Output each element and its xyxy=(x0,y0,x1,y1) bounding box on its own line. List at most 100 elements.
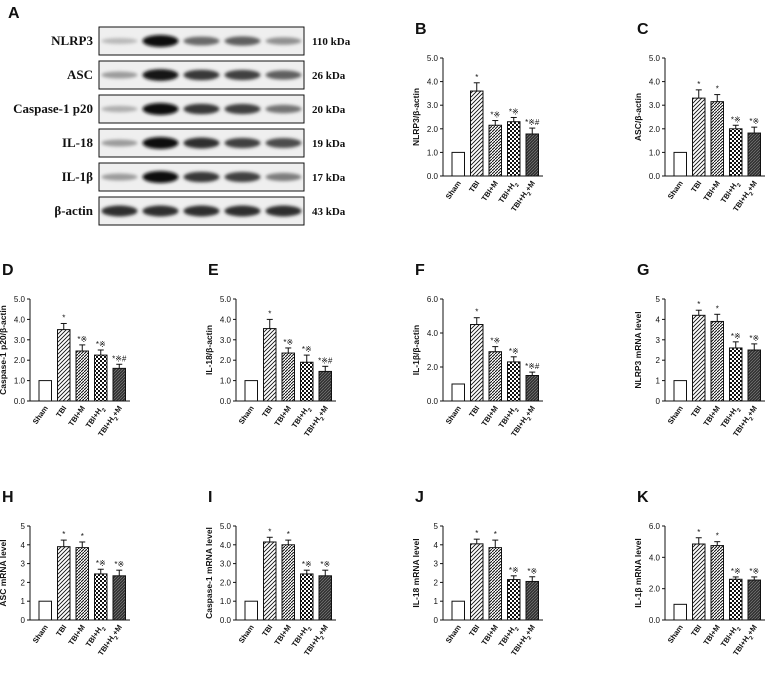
chart-panel-f: F0.02.04.06.0IL-1β/β-actinSham*TBI*※TBI+… xyxy=(411,262,543,438)
panel-label-i: I xyxy=(208,489,212,506)
bar xyxy=(57,329,71,402)
panel-label-k: K xyxy=(637,489,649,506)
blot-band xyxy=(142,103,179,115)
blot-band xyxy=(224,137,261,149)
panel-label-b: B xyxy=(415,21,427,38)
category-label: Sham xyxy=(31,623,50,645)
bar xyxy=(38,600,52,621)
y-axis-label: IL-18/β-actin xyxy=(204,325,214,375)
y-tick-label: 3 xyxy=(656,336,661,345)
significance-mark: * xyxy=(268,527,271,536)
bar xyxy=(38,380,52,402)
bar xyxy=(451,600,465,621)
y-tick-label: 2.0 xyxy=(649,125,661,134)
panel-label-g: G xyxy=(637,262,649,279)
y-tick-label: 5 xyxy=(434,522,439,531)
y-tick-label: 3.0 xyxy=(427,101,439,110)
y-tick-label: 5 xyxy=(656,295,661,304)
y-tick-label: 2.0 xyxy=(220,356,232,365)
significance-mark: *※# xyxy=(525,118,540,127)
category-label: Sham xyxy=(237,404,256,426)
y-tick-label: 5.0 xyxy=(649,54,661,63)
y-tick-label: 1.0 xyxy=(220,597,232,606)
panel-label-e: E xyxy=(208,262,219,279)
bar xyxy=(673,151,687,177)
y-tick-label: 2 xyxy=(656,356,661,365)
blot-band xyxy=(142,35,179,47)
panel-label-f: F xyxy=(415,262,425,279)
bar xyxy=(300,361,314,402)
bar xyxy=(75,350,89,402)
bar xyxy=(507,121,521,177)
y-tick-label: 4.0 xyxy=(649,553,661,562)
blot-band xyxy=(142,69,179,81)
bar xyxy=(488,124,502,177)
western-blot-panel: A NLRP3 110 kDa ASC 26 kDa Caspase-1 p20 20 kD… xyxy=(8,5,351,226)
blot-band xyxy=(101,173,138,181)
chart-panel-k: K0.02.04.06.0IL-1β mRNA levelSham*TBI*TB… xyxy=(633,489,765,657)
significance-mark: *※ xyxy=(731,567,741,576)
blot-band xyxy=(265,172,302,182)
bar-charts: B 0.0 1.0 2.0 3.0 4.0 5.0 NLRP3/β-actin Sham * TBI… xyxy=(0,21,765,657)
bar xyxy=(75,547,89,621)
category-label: TBI xyxy=(689,623,703,638)
y-axis-label: Caspase-1 p20/β-actin xyxy=(0,305,8,395)
y-tick-label: 2.0 xyxy=(14,356,26,365)
category-label: Sham xyxy=(237,623,256,645)
significance-mark: * xyxy=(62,313,65,322)
y-tick-label: 0.0 xyxy=(220,616,232,625)
significance-mark: *※ xyxy=(302,345,312,354)
significance-mark: * xyxy=(475,73,478,82)
y-tick-label: 3.0 xyxy=(220,560,232,569)
bar xyxy=(451,383,465,402)
significance-mark: * xyxy=(268,309,271,318)
blot-row: NLRP3 110 kDa xyxy=(51,26,351,56)
y-tick-label: 4 xyxy=(434,541,439,550)
significance-mark: *※ xyxy=(114,560,124,569)
blot-band xyxy=(183,36,220,46)
significance-mark: *※ xyxy=(749,117,759,126)
chart-panel-c: C0.01.02.03.04.05.0ASC/β-actinSham*TBI*T… xyxy=(633,21,765,213)
bar xyxy=(729,578,743,621)
y-tick-label: 0 xyxy=(21,616,26,625)
blot-row: IL-1β 17 kDa xyxy=(62,162,346,192)
category-label: Sham xyxy=(666,179,685,201)
blot-band xyxy=(142,137,179,149)
y-tick-label: 1 xyxy=(656,377,661,386)
bar xyxy=(318,575,332,621)
protein-label: IL-1β xyxy=(62,169,94,184)
bar xyxy=(470,543,484,621)
y-axis-label: IL-1β mRNA level xyxy=(633,538,643,608)
blot-row: β-actin 43 kDa xyxy=(54,196,346,226)
chart-panel-e: E 0.0 1.0 2.0 3.0 4.0 5.0 IL-18/β-actin Sham * TBI… xyxy=(204,262,336,438)
blot-band xyxy=(265,104,302,114)
significance-mark: * xyxy=(697,300,700,309)
kda-label: 26 kDa xyxy=(312,70,346,82)
bar xyxy=(525,133,539,177)
bar xyxy=(488,351,502,402)
bar xyxy=(710,101,724,177)
category-label: TBI xyxy=(467,404,481,419)
blot-band xyxy=(224,171,261,183)
bar xyxy=(451,151,465,177)
category-label: Sham xyxy=(444,179,463,201)
blot-band xyxy=(265,37,302,45)
blot-band xyxy=(183,205,220,217)
chart-panel-b: B 0.0 1.0 2.0 3.0 4.0 5.0 NLRP3/β-actin Sham * TBI… xyxy=(411,21,543,213)
protein-label: NLRP3 xyxy=(51,33,93,48)
y-tick-label: 1.0 xyxy=(427,148,439,157)
y-tick-label: 2 xyxy=(21,578,26,587)
y-axis-label: NLRP3 mRNA level xyxy=(633,311,643,388)
y-tick-label: 4 xyxy=(21,541,26,550)
y-tick-label: 0.0 xyxy=(649,616,661,625)
significance-mark: * xyxy=(475,529,478,538)
bar xyxy=(112,367,126,402)
bar xyxy=(710,545,724,621)
bar xyxy=(244,600,258,621)
y-tick-label: 0.0 xyxy=(649,172,661,181)
blot-band xyxy=(101,139,138,147)
bar xyxy=(525,580,539,621)
